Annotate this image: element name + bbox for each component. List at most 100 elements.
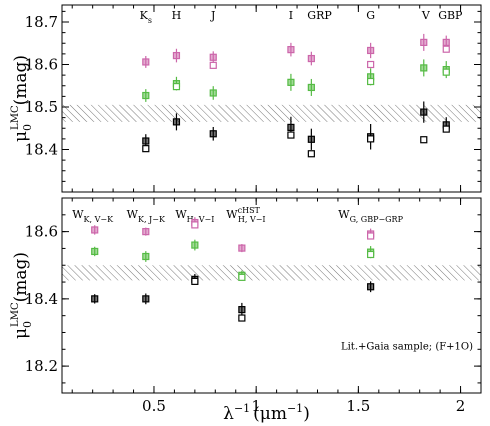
band-label-main: I bbox=[289, 9, 293, 22]
data-point-open bbox=[367, 232, 375, 240]
band-label: WH, V−I bbox=[175, 208, 214, 224]
band-label-main: GRP bbox=[307, 9, 332, 22]
band-label-main: K bbox=[140, 9, 149, 22]
band-label: GRP bbox=[307, 9, 332, 22]
band-label-main: V bbox=[421, 9, 431, 22]
band-label-main: W bbox=[175, 208, 187, 221]
data-point bbox=[209, 130, 217, 138]
y-axis-label-symbol: μ bbox=[11, 328, 31, 339]
band-label: H bbox=[172, 9, 182, 22]
data-point-open bbox=[367, 60, 375, 69]
band-label: J bbox=[210, 9, 215, 22]
band-label: WK, J−K bbox=[127, 208, 166, 224]
x-axis-label-superscript: −1 bbox=[234, 402, 250, 415]
y-axis-label-symbol: μ bbox=[11, 131, 31, 142]
band-label-main: H bbox=[172, 9, 182, 22]
band-label-main: W bbox=[127, 208, 139, 221]
data-point bbox=[307, 83, 315, 92]
data-point bbox=[142, 137, 150, 145]
data-point-open bbox=[238, 273, 246, 281]
data-point bbox=[91, 247, 99, 256]
data-point-open bbox=[367, 77, 375, 86]
band-label-subscript: K, J−K bbox=[138, 215, 166, 224]
reference-band bbox=[62, 104, 481, 122]
data-point-open bbox=[209, 61, 217, 69]
data-point bbox=[209, 89, 217, 97]
data-point bbox=[172, 118, 181, 126]
data-point-open bbox=[238, 314, 246, 322]
data-point-open bbox=[442, 45, 450, 53]
band-label-subscript: s bbox=[148, 16, 152, 25]
data-point bbox=[420, 64, 428, 72]
data-point-open bbox=[287, 131, 295, 139]
data-point bbox=[367, 283, 375, 291]
band-label: I bbox=[289, 9, 293, 22]
data-point bbox=[420, 108, 428, 116]
data-point bbox=[307, 135, 315, 143]
data-point bbox=[367, 46, 375, 55]
data-point bbox=[287, 46, 295, 54]
y-axis-label-subscript: 0 bbox=[21, 321, 34, 328]
y-axis-label-unit: (mag) bbox=[11, 55, 31, 105]
band-label-superscript: cHST bbox=[238, 206, 261, 215]
data-point bbox=[307, 54, 315, 63]
x-tick-label: 1.5 bbox=[346, 397, 370, 415]
x-axis-label-unit: (μm bbox=[253, 404, 287, 424]
data-point-open bbox=[367, 250, 375, 259]
data-point bbox=[442, 38, 450, 47]
data-point bbox=[287, 78, 295, 86]
band-label-main: W bbox=[338, 208, 350, 221]
x-tick-label: 0.5 bbox=[142, 397, 166, 415]
x-tick-label: 1 bbox=[251, 397, 261, 415]
data-point bbox=[287, 123, 295, 132]
y-axis-label-unit: (mag) bbox=[11, 252, 31, 302]
data-point bbox=[142, 252, 150, 261]
band-label-subscript: H, V−I bbox=[187, 215, 215, 224]
y-axis-label-superscript: LMC bbox=[10, 105, 21, 130]
data-point-open bbox=[367, 135, 375, 143]
x-axis-label: λ−1 (μm−1) bbox=[223, 402, 310, 424]
data-point-open bbox=[191, 277, 199, 285]
data-point-open bbox=[191, 221, 199, 229]
y-axis-label: μ0LMC(mag) bbox=[10, 252, 34, 339]
panel-annotation: Lit.+Gaia sample; (F+1O) bbox=[341, 341, 473, 352]
x-tick-label: 2 bbox=[456, 397, 466, 415]
axes-frame bbox=[61, 4, 482, 193]
band-label-main: G bbox=[366, 9, 375, 22]
data-point bbox=[142, 58, 150, 66]
band-label: GBP bbox=[438, 9, 463, 22]
data-point-open bbox=[442, 68, 450, 76]
y-axis-label-subscript: 0 bbox=[21, 124, 34, 131]
band-label-subscript: K, V−K bbox=[84, 215, 115, 224]
y-tick-label: 18.2 bbox=[25, 357, 58, 375]
reference-band bbox=[62, 265, 481, 281]
data-point bbox=[142, 295, 150, 303]
data-point bbox=[142, 228, 150, 236]
data-point bbox=[191, 241, 199, 249]
data-point-open bbox=[442, 125, 450, 133]
data-point-open bbox=[307, 150, 315, 158]
band-label: WK, V−K bbox=[72, 208, 114, 224]
y-tick-label: 18.6 bbox=[25, 56, 58, 74]
data-point bbox=[209, 53, 217, 61]
x-axis-label-symbol: λ bbox=[223, 404, 234, 424]
panel-top: 18.4 18.5 18.6 18.7 μ0LMC(mag) Ks H J I GRP G V GBP bbox=[10, 4, 482, 193]
y-tick-label: 18.6 bbox=[25, 223, 58, 241]
band-label-main: W bbox=[72, 208, 84, 221]
band-label-main: GBP bbox=[438, 9, 463, 22]
x-axis-label-unit-superscript: −1 bbox=[287, 402, 303, 415]
data-point bbox=[238, 306, 246, 314]
y-tick-label: 18.7 bbox=[25, 13, 58, 31]
y-tick-label: 18.5 bbox=[25, 98, 58, 116]
band-label: V bbox=[421, 9, 431, 22]
data-point bbox=[91, 295, 99, 303]
data-point bbox=[91, 226, 99, 234]
x-axis-label-close: ) bbox=[303, 404, 310, 424]
data-point-open bbox=[172, 82, 181, 91]
y-axis-label-superscript: LMC bbox=[10, 302, 21, 327]
band-label-main: J bbox=[210, 9, 215, 22]
axes-frame bbox=[61, 197, 482, 394]
band-label-subscript: H, V−I bbox=[238, 215, 266, 224]
